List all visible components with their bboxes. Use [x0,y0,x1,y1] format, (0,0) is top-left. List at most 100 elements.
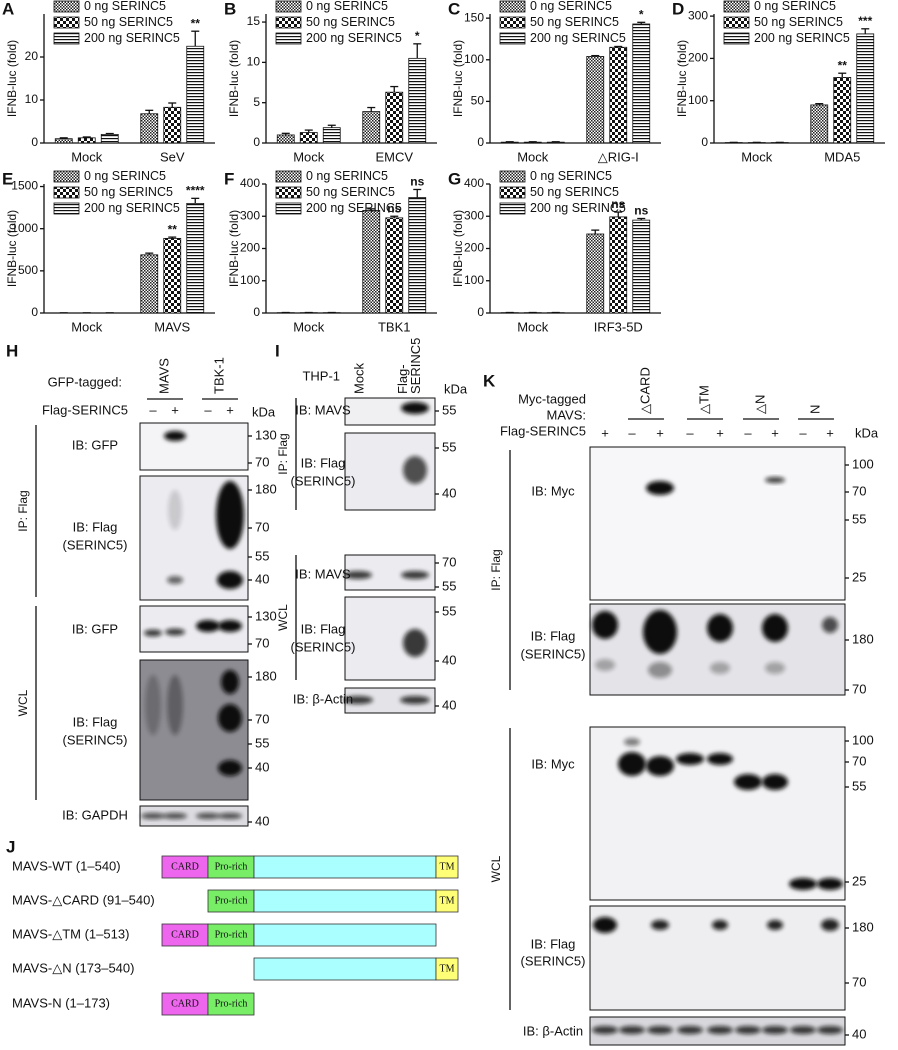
bar [140,254,159,314]
construct-label: MAVS-△N (173–540) [12,960,134,975]
panel-letter: B [224,0,236,18]
kda-marker: 70 [255,711,269,726]
domain-box [253,923,437,947]
kda-marker: 55 [255,735,269,750]
tag-label: Myc-tagged [518,391,586,406]
legend-swatch [275,32,302,45]
kda-marker: 180 [852,631,874,646]
y-tick-label: 300 [240,208,260,222]
construct-label: MAVS-N (1–173) [12,995,110,1010]
blot-band [164,431,186,441]
kda-marker: 55 [442,603,456,618]
x-tick-label: Mock [293,319,325,334]
x-tick-label: EMCV [375,149,413,164]
significance-label: ** [168,222,178,236]
blot-label: IB: Myc [531,756,575,771]
legend-label: 0 ng SERINC5 [530,0,612,13]
blot-band [403,629,427,657]
y-tick-label: 0 [701,135,708,149]
kda-label: kDa [444,381,468,396]
y-tick-label: 500 [18,263,38,277]
blot-label: IB: β-Actin [523,1023,583,1038]
blot-band [676,753,704,765]
legend-swatch [53,32,80,45]
y-tick-label: 15 [247,14,261,28]
bar [609,46,628,144]
blot-band [196,813,220,819]
y-tick-label: 10 [25,92,39,106]
legend-swatch [275,0,302,13]
sign: – [204,402,212,417]
y-tick-label: 100 [688,93,708,107]
bar [163,237,182,314]
blot-band [218,760,242,776]
blot-band [593,917,617,933]
group-label: IP: Flag [489,549,503,590]
sign: – [149,402,157,417]
blot-band [651,920,669,930]
kda-marker: 25 [852,873,866,888]
blot-band [218,704,242,732]
y-tick-label: 5 [253,95,260,109]
x-tick-label: TBK1 [378,319,411,334]
blot-band [619,1026,645,1034]
significance-label: ns [387,201,401,215]
significance-label: * [415,29,420,43]
blot-band [218,620,242,632]
y-tick-label: 300 [688,8,708,22]
domain-box [253,889,437,913]
significance-label: ns [410,175,424,189]
blot-band [592,611,618,639]
domain-label: CARD [171,929,199,940]
blot-strip [344,397,436,426]
domain-box [435,855,459,879]
blot-band [762,774,788,790]
blot-band [710,662,730,674]
y-axis-label: IFNB-luc (fold) [227,210,241,287]
blot-label: IB: Flag [73,519,118,534]
kda-marker: 40 [255,571,269,586]
kda-label: kDa [855,425,879,440]
bar [276,134,295,144]
sign: + [601,425,609,440]
blot-band [821,919,839,931]
x-tick-label: △RIG-I [598,149,639,164]
sign: + [171,402,179,417]
kda-marker: 40 [442,697,456,712]
panel-letter: G [448,169,461,188]
y-tick-label: 50 [471,94,485,108]
blot-band [401,571,429,579]
domain-box [207,992,255,1016]
domain-box [435,957,459,981]
x-tick-label: Mock [71,319,103,334]
blot-band [817,1026,843,1034]
y-tick-label: 0 [253,305,260,319]
kda-marker: 55 [255,548,269,563]
legend-swatch [499,32,526,45]
x-tick-label: MDA5 [824,149,860,164]
blot-band [707,753,733,765]
group-label: WCL [489,855,503,882]
legend-swatch [723,0,750,13]
bar [186,45,205,144]
bar [140,113,159,144]
legend-label: 50 ng SERINC5 [754,15,843,29]
legend-label: 0 ng SERINC5 [530,169,612,183]
blot-band [163,813,187,819]
blot-band [767,920,783,930]
sign: + [826,425,834,440]
domain-label: CARD [171,998,199,1009]
blot-band [822,617,838,633]
y-axis-label: IFNB-luc (fold) [675,40,689,117]
kda-label: kDa [252,404,276,419]
legend-swatch [53,0,80,13]
x-tick-label: Mock [71,149,103,164]
blot-band [646,756,674,776]
bar [385,217,404,314]
blot-label: (SERINC5) [62,537,127,552]
kda-marker: 70 [255,635,269,650]
significance-label: *** [858,14,872,28]
group-label: WCL [276,604,290,631]
kda-marker: 55 [442,402,456,417]
legend-label: 0 ng SERINC5 [754,0,836,13]
